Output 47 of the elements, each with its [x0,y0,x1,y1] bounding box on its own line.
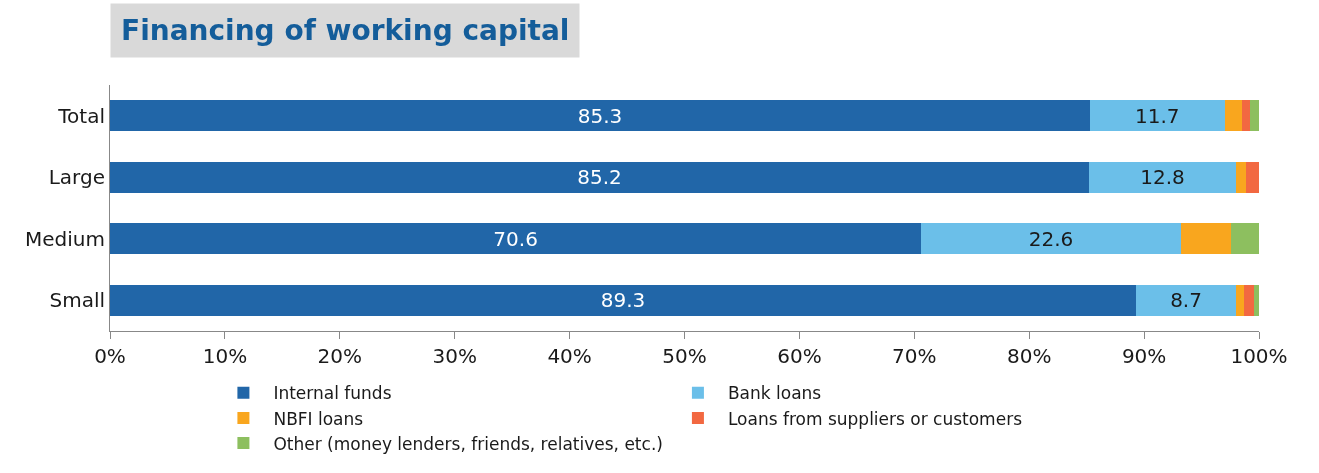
legend-label: Internal funds [273,383,392,404]
data-label: 85.2 [577,165,622,190]
bar [1246,161,1259,193]
bar [1244,284,1255,316]
bar [1254,284,1259,316]
bar [1236,284,1245,316]
bar [1241,100,1250,132]
y-tick-label: Total [57,103,105,128]
x-tick-label: 10% [202,344,248,368]
x-tick-label: 90% [1121,344,1167,368]
x-tick-label: 100% [1230,344,1288,368]
x-tick-label: 30% [432,344,477,368]
legend-label: Other (money lenders, friends, relatives, etc.) [273,433,663,454]
x-tick-label: 40% [547,344,592,368]
x-tick-label: 70% [892,344,937,368]
bar [1231,223,1259,255]
bar [1088,161,1237,193]
bar [110,223,922,255]
data-label: 70.6 [493,226,538,251]
y-tick-label: Medium [25,226,105,251]
bar [110,100,1091,132]
x-tick-label: 0% [94,344,126,368]
legend-label: Loans from suppliers or customers [727,408,1023,429]
legend-label: NBFI loans [273,408,364,429]
y-tick-label: Large [48,165,105,190]
x-tick-label: 50% [662,344,707,368]
bar [1136,284,1237,316]
data-label: 22.6 [1028,226,1074,251]
chart-title: Financing of working capital [121,14,570,47]
bar [1224,100,1242,132]
x-tick-label: 60% [777,344,822,368]
data-label: 12.8 [1140,165,1185,190]
x-tick-label: 80% [1006,344,1052,368]
bar [1090,100,1225,132]
data-label: 11.7 [1135,103,1180,128]
data-label: 85.3 [577,103,623,128]
data-label: 89.3 [600,288,646,313]
legend-label: Bank loans [727,383,822,404]
bar [110,284,1137,316]
y-tick-label: Small [49,288,105,313]
x-tick-label: 20% [317,344,363,368]
bar [110,161,1089,193]
bar [921,223,1181,255]
bar [1180,223,1232,255]
bar [1249,100,1259,132]
bar [1236,161,1247,193]
data-label: 8.7 [1170,288,1202,313]
